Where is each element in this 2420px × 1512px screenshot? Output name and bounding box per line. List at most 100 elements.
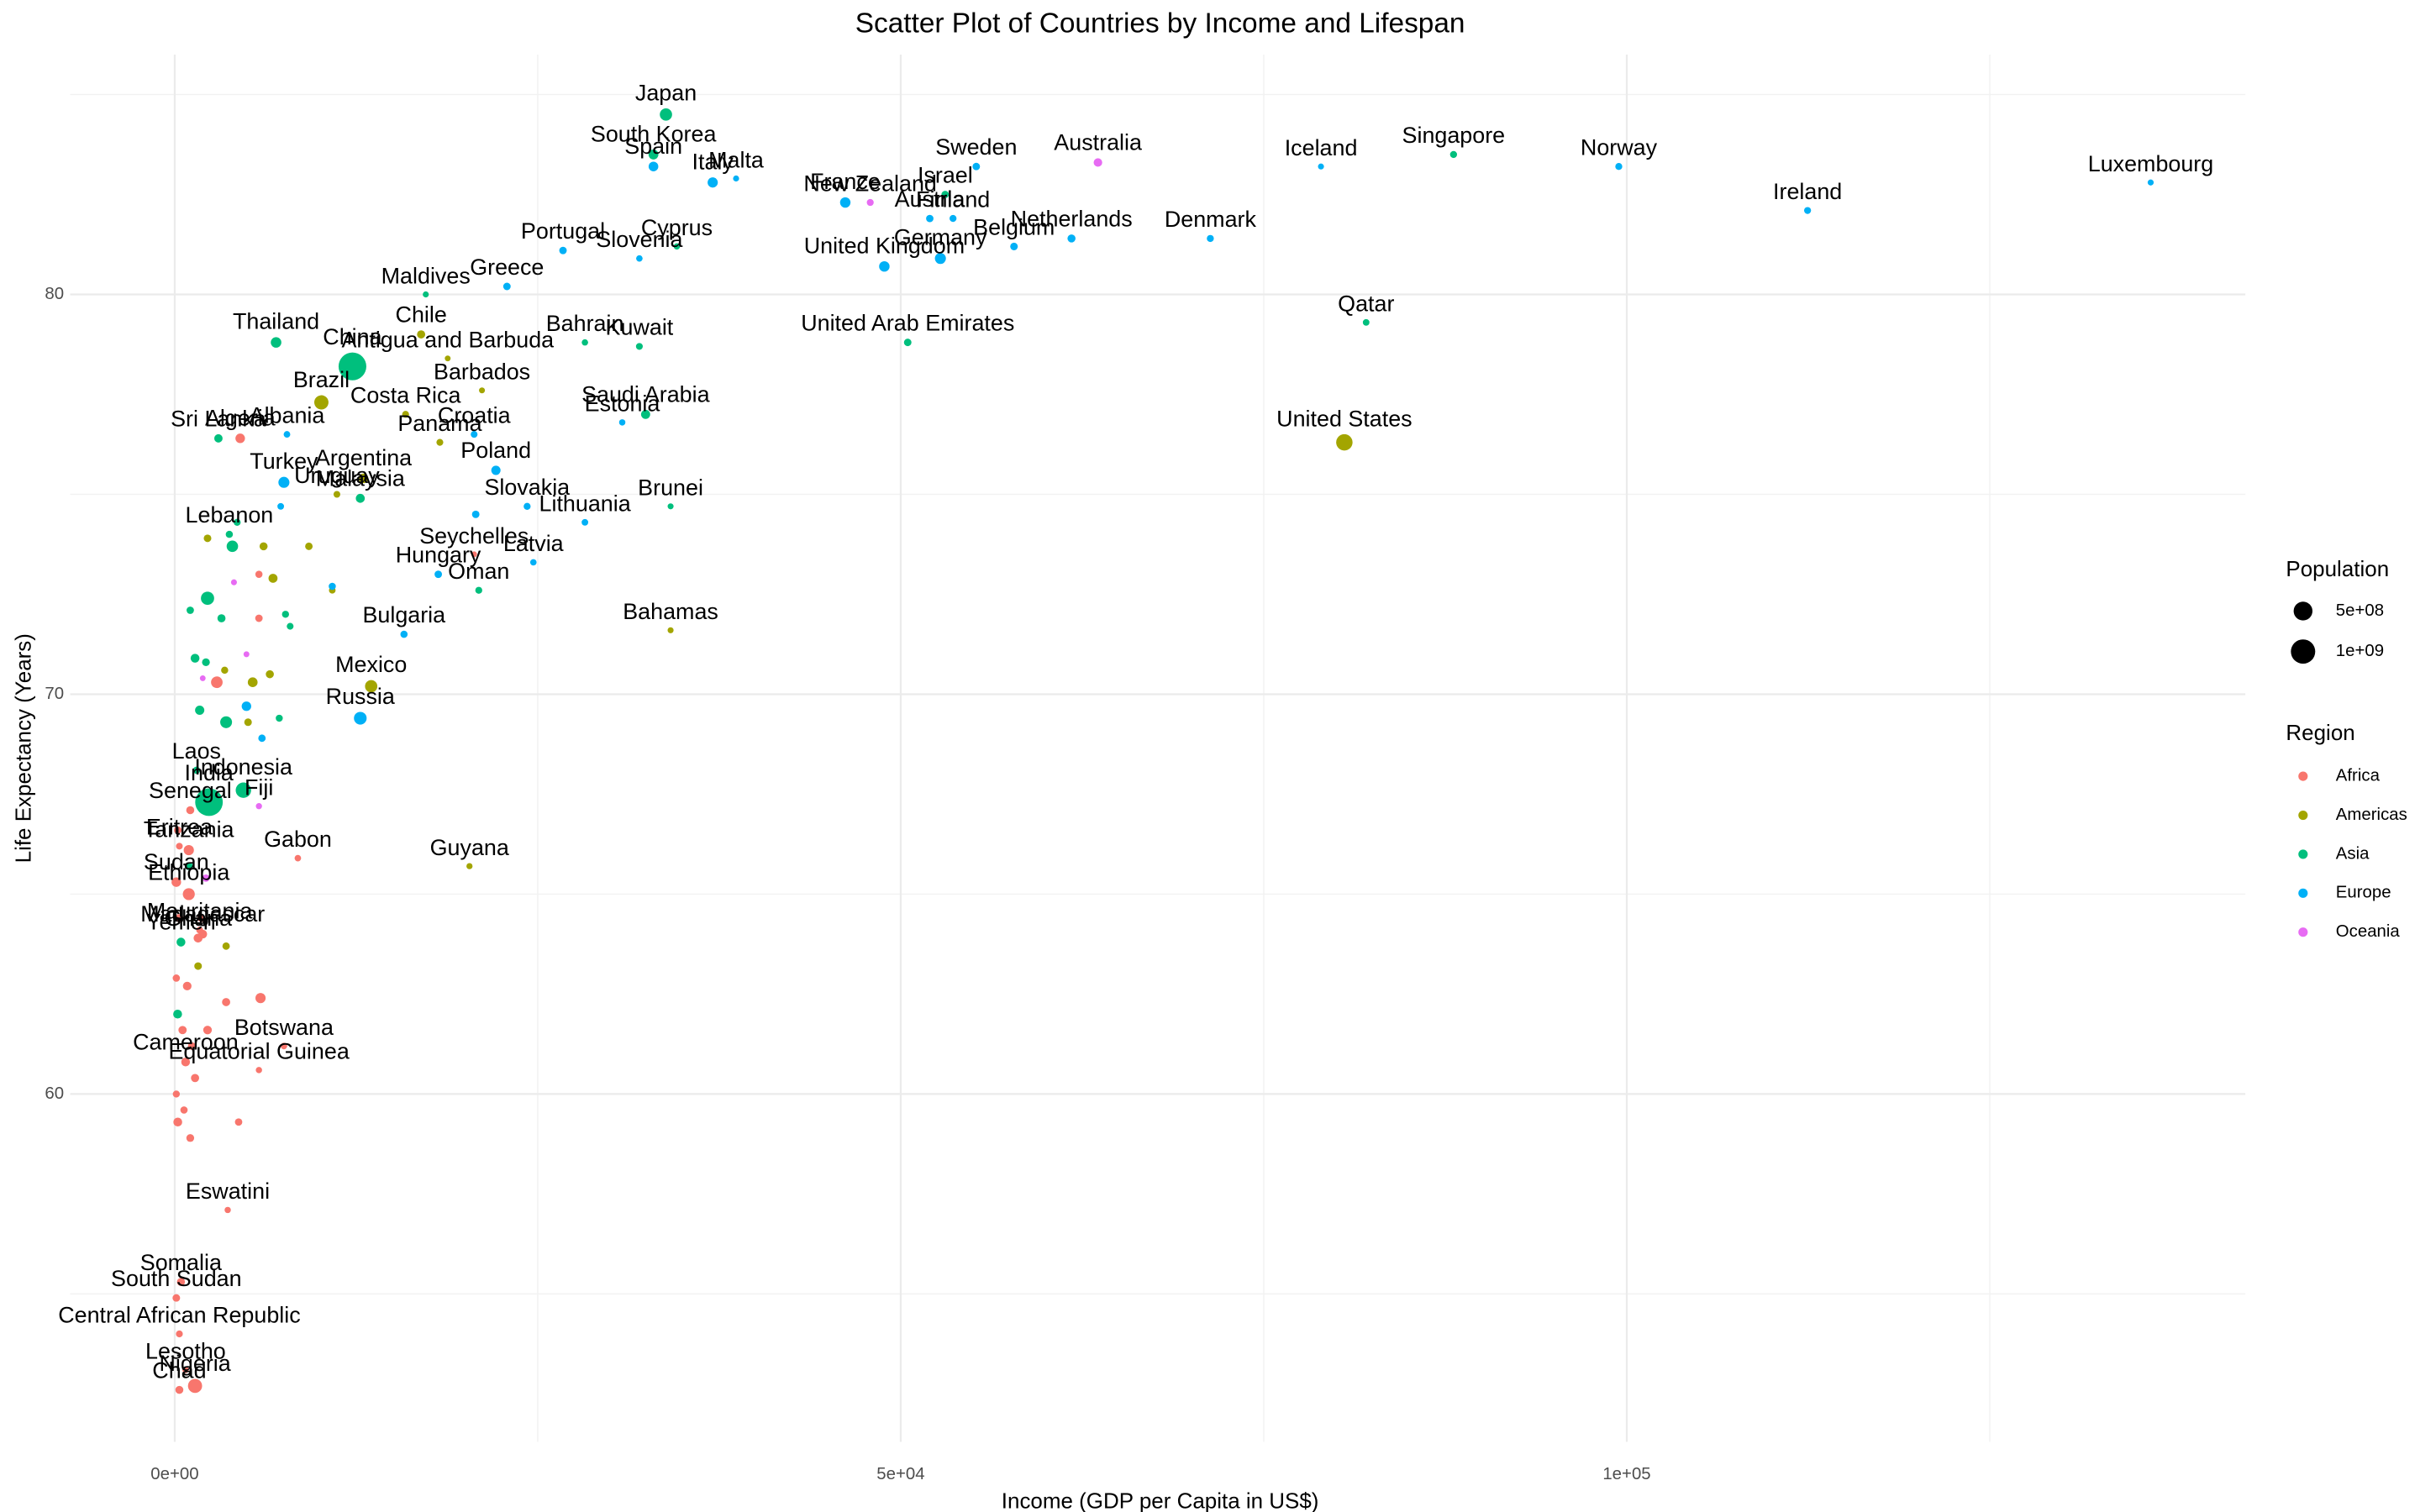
point — [192, 766, 201, 774]
point-label: Australia — [1054, 130, 1142, 155]
x-tick-label: 5e+04 — [876, 1465, 924, 1483]
point — [203, 1026, 213, 1035]
point-label: China — [323, 324, 381, 349]
point — [1449, 150, 1458, 159]
point-label: Eritrea — [146, 815, 213, 840]
x-axis-title: Income (GDP per Capita in US$) — [1002, 1488, 1319, 1512]
point — [280, 1042, 287, 1050]
point — [243, 651, 250, 658]
point — [186, 1134, 195, 1142]
point — [202, 874, 210, 882]
point — [1010, 242, 1018, 250]
point-label: Panama — [397, 411, 481, 436]
point — [400, 630, 408, 638]
point — [176, 1330, 183, 1338]
point-label: Algeria — [205, 406, 276, 431]
point-label: Yemen — [146, 910, 216, 935]
point-label: Portugal — [521, 218, 605, 244]
point-label: Fiji — [245, 774, 273, 800]
chart-title: Scatter Plot of Countries by Income and … — [855, 8, 1465, 39]
point — [294, 854, 302, 862]
point-label: Saudi Arabia — [581, 381, 710, 407]
point-label: Singapore — [1402, 123, 1506, 148]
point-label: Kuwait — [606, 315, 674, 340]
point-label: Estonia — [585, 391, 660, 416]
point-label: Central African Republic — [58, 1302, 300, 1327]
point — [220, 716, 233, 728]
point-label: Mauritania — [147, 899, 253, 924]
point — [176, 937, 186, 947]
point — [234, 518, 241, 527]
point-label: South Sudan — [111, 1266, 242, 1291]
point — [402, 411, 409, 418]
point-label: Denmark — [1165, 207, 1257, 232]
point-label: Lesotho — [145, 1338, 226, 1363]
point — [1804, 207, 1812, 214]
legend-key — [2298, 888, 2308, 898]
point-label: New Zealand — [803, 171, 936, 196]
point — [1615, 163, 1623, 171]
point — [175, 914, 184, 922]
point-label: Seychelles — [419, 523, 529, 549]
point — [1318, 163, 1324, 170]
point — [202, 658, 210, 667]
point — [287, 622, 294, 630]
point-label: Russia — [326, 684, 395, 709]
point-label: Chile — [396, 302, 447, 328]
legend-label: Asia — [2336, 844, 2370, 863]
point — [733, 175, 739, 182]
legend-key — [2298, 810, 2308, 821]
point — [222, 942, 230, 950]
size-legend-title: Population — [2286, 556, 2389, 581]
legend-label: Africa — [2336, 767, 2381, 785]
y-tick-label: 70 — [45, 685, 64, 703]
point-label: Lithuania — [539, 491, 631, 516]
point-label: Argentina — [315, 445, 412, 470]
point-label: Netherlands — [1011, 207, 1133, 232]
point — [529, 559, 537, 566]
point — [278, 476, 290, 488]
point-label: Sri Lanka — [171, 406, 266, 431]
point — [195, 788, 224, 816]
point — [221, 666, 229, 675]
y-tick-label: 60 — [45, 1084, 64, 1103]
point — [839, 197, 851, 208]
point-label: Sweden — [935, 134, 1017, 160]
point — [235, 433, 245, 444]
point — [636, 255, 643, 262]
point — [559, 246, 567, 255]
point-label: Eswatini — [186, 1179, 270, 1204]
point — [1362, 318, 1370, 326]
point-label: Maldives — [381, 263, 471, 288]
point-label: Uruguay — [294, 463, 380, 488]
point — [423, 291, 429, 298]
point — [471, 510, 480, 518]
point — [266, 669, 274, 679]
point-label: Guyana — [430, 835, 509, 860]
legend-key — [2298, 771, 2308, 781]
point — [708, 177, 718, 188]
point — [230, 579, 237, 585]
point — [255, 614, 263, 622]
point — [333, 491, 340, 498]
point — [197, 914, 206, 922]
point — [338, 352, 366, 381]
point-label: Turkey — [250, 449, 318, 474]
point — [194, 962, 203, 970]
point-label: Luxembourg — [2088, 151, 2213, 176]
point — [213, 433, 223, 443]
color-legend-title: Region — [2286, 720, 2354, 745]
point-label: Finland — [916, 186, 990, 212]
point-label: Equatorial Guinea — [169, 1039, 350, 1064]
point — [305, 542, 313, 550]
point — [172, 1294, 181, 1302]
point — [255, 803, 262, 810]
point — [479, 387, 486, 394]
point — [941, 191, 950, 198]
point-label: United Arab Emirates — [801, 311, 1014, 336]
point — [244, 718, 252, 727]
point-label: United States — [1276, 406, 1412, 431]
point-label: Slovenia — [596, 227, 682, 252]
